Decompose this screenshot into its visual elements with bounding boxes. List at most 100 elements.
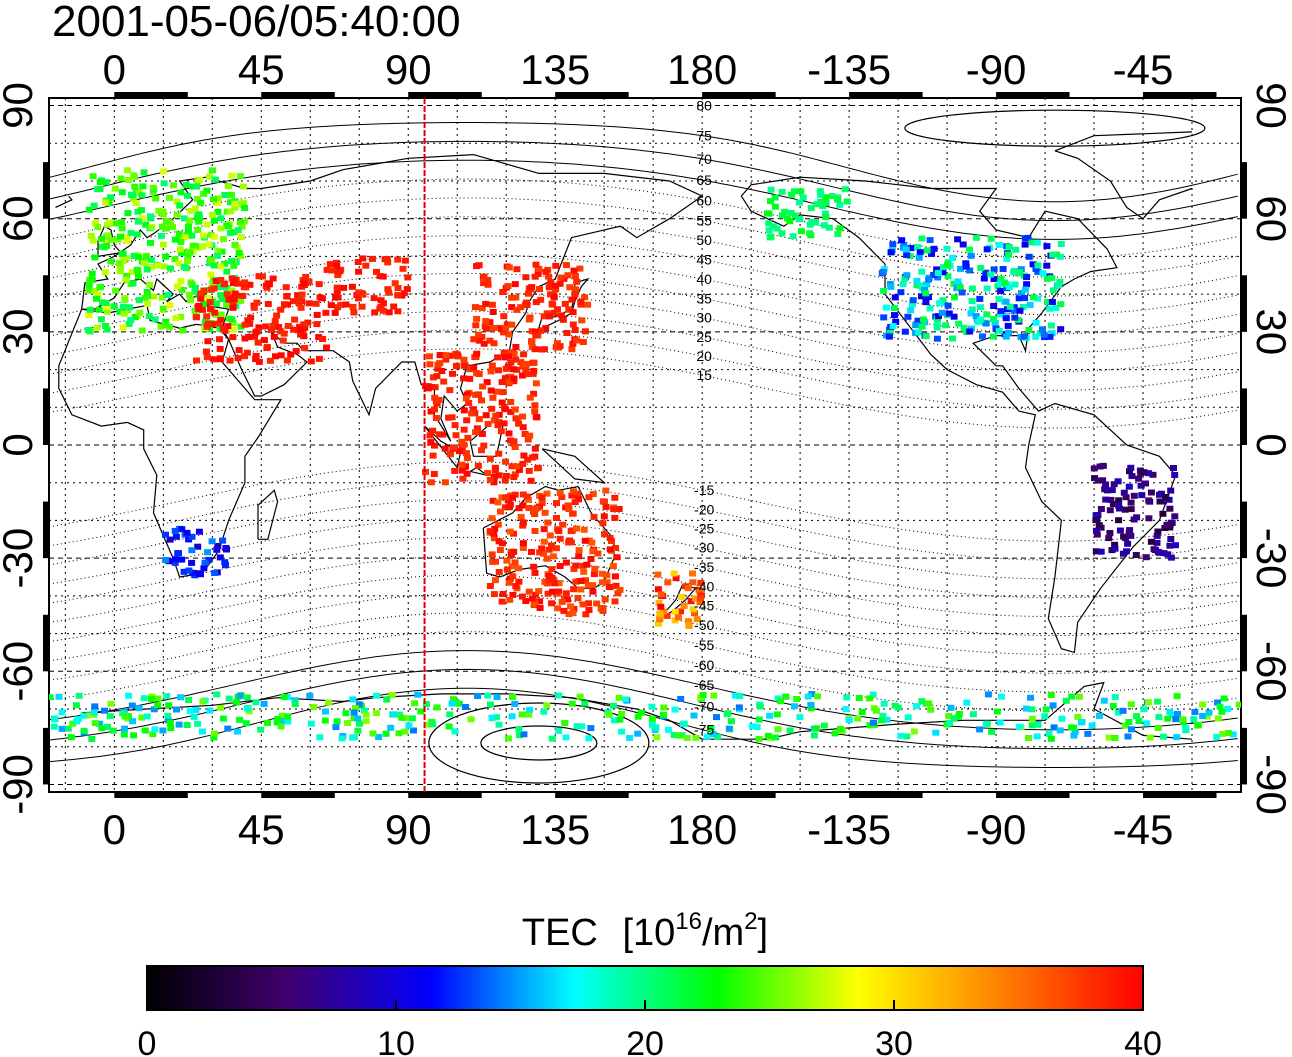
tec-point (111, 220, 119, 227)
tec-point (822, 214, 830, 220)
tec-point (841, 186, 849, 193)
tec-point (147, 256, 155, 263)
tec-point (678, 594, 686, 600)
tec-point (426, 361, 434, 368)
tec-point (550, 294, 558, 301)
tec-point (210, 262, 218, 269)
tec-point (519, 522, 527, 529)
tec-point (551, 282, 559, 289)
tec-point (154, 702, 162, 709)
tec-point (858, 709, 866, 715)
tec-point (547, 279, 555, 286)
tec-point (915, 329, 922, 336)
tec-point (223, 285, 231, 291)
tec-point (1140, 706, 1148, 713)
tec-point (648, 715, 656, 722)
contour-line (49, 197, 1238, 278)
tec-point (1057, 301, 1065, 308)
tec-point (503, 321, 511, 328)
tec-point (571, 290, 579, 297)
tec-point (219, 325, 227, 332)
tec-point (425, 353, 433, 360)
tec-point (922, 333, 930, 340)
tec-point (226, 208, 234, 215)
tec-point (573, 278, 581, 285)
tec-point (1166, 542, 1174, 549)
tec-point (987, 235, 995, 242)
tec-point (562, 734, 570, 741)
contour-line (49, 178, 1238, 259)
tec-point (136, 309, 144, 316)
tec-point (771, 203, 779, 210)
tec-point (221, 192, 229, 198)
tec-point (384, 286, 392, 293)
tec-point (556, 535, 564, 542)
tec-point (567, 603, 574, 610)
tec-point (450, 444, 458, 451)
tec-point (532, 299, 540, 306)
tec-point (210, 196, 217, 203)
tec-point (470, 364, 478, 371)
tec-point (226, 230, 234, 236)
tec-point (571, 327, 579, 333)
tec-point (1167, 536, 1175, 542)
tec-point (289, 298, 297, 305)
tec-point (1213, 733, 1221, 740)
tec-point (983, 311, 991, 318)
tec-point (124, 167, 131, 174)
tec-point (1093, 531, 1101, 538)
tec-point (166, 219, 174, 226)
tec-point (299, 277, 307, 284)
tec-point (755, 735, 763, 742)
tec-point (338, 735, 346, 742)
tec-point (810, 732, 818, 739)
tec-point (1084, 730, 1092, 737)
tec-point (488, 714, 496, 721)
tec-point (470, 336, 478, 343)
tec-point (216, 284, 224, 291)
tec-point (572, 578, 580, 585)
tec-point (263, 345, 271, 352)
tec-point (1111, 735, 1119, 741)
colorbar-ticks: 0 10 20 30 40 (138, 1000, 1162, 1057)
tec-point (672, 575, 680, 582)
tec-point (530, 563, 538, 570)
tec-point (229, 304, 237, 311)
tec-point (962, 263, 970, 270)
tec-point (333, 263, 341, 270)
tec-point (764, 732, 772, 739)
tec-point (1062, 697, 1070, 704)
tec-point (904, 714, 912, 721)
tec-point (140, 169, 148, 176)
tec-point (692, 734, 700, 741)
tec-point (284, 323, 292, 329)
tec-point (240, 218, 248, 225)
tec-point (555, 727, 563, 734)
tec-point (574, 595, 582, 601)
tec-point (524, 456, 531, 463)
tec-point (765, 220, 773, 227)
tec-point (486, 319, 494, 326)
tec-point (135, 297, 143, 304)
tec-point (234, 227, 242, 234)
tec-point (1056, 253, 1064, 260)
tec-point (1004, 322, 1012, 329)
tec-point (916, 249, 924, 256)
tec-point (1100, 697, 1108, 704)
tec-point (127, 229, 135, 236)
tec-point (565, 506, 573, 512)
tec-point (1199, 713, 1207, 719)
colorbar-unit-exp2: 2 (744, 908, 757, 935)
tec-point (685, 621, 693, 628)
tec-point (448, 700, 456, 707)
tec-point (660, 704, 668, 711)
tec-point (680, 603, 688, 610)
tec-point (488, 405, 496, 412)
tec-point (96, 284, 104, 291)
tec-point (332, 294, 340, 301)
tec-point (462, 395, 470, 402)
tec-point (706, 725, 714, 732)
tec-point (291, 316, 299, 323)
tec-point (1219, 730, 1227, 737)
tec-point (175, 721, 183, 728)
